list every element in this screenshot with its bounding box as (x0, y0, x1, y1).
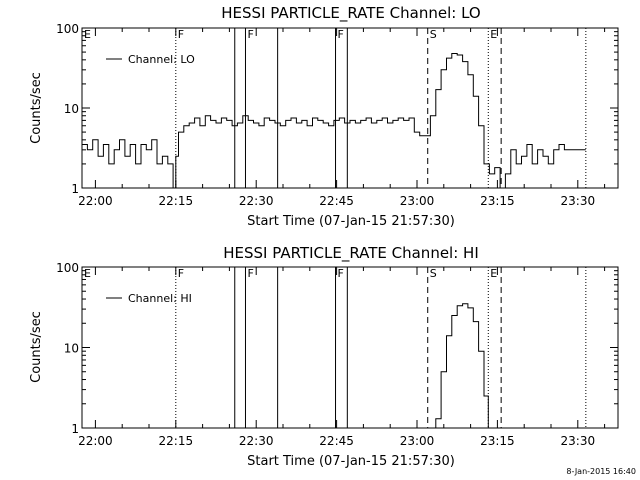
event-marker-label: F (178, 28, 184, 41)
y-axis-label: Counts/sec (29, 72, 44, 144)
event-marker-label: F (247, 28, 253, 41)
x-tick-label: 22:00 (78, 434, 113, 448)
event-marker-label: F (247, 267, 253, 280)
x-tick-label: 23:00 (400, 194, 435, 208)
event-marker-label: F (338, 28, 344, 41)
y-axis-label: Counts/sec (29, 311, 44, 383)
y-axis-ticks: 1 10 100 (56, 261, 618, 436)
event-marker-label: S (430, 267, 437, 280)
series-line-lo (82, 53, 586, 189)
x-tick-label: 22:30 (239, 434, 274, 448)
x-tick-label: 23:30 (561, 434, 596, 448)
x-tick-label: 23:00 (400, 434, 435, 448)
y-tick-label: 100 (56, 22, 79, 36)
event-marker-label: E (84, 267, 91, 280)
event-marker-label: F (178, 267, 184, 280)
y-tick-label: 1 (71, 422, 79, 436)
x-axis-ticks: 22:00 22:15 22:30 22:45 23:00 23:15 23:30 (78, 28, 606, 208)
x-tick-label: 23:15 (480, 434, 515, 448)
y-tick-label: 1 (71, 182, 79, 196)
x-tick-label: 22:15 (159, 194, 194, 208)
x-tick-label: 22:00 (78, 194, 113, 208)
x-tick-label: 23:15 (480, 194, 515, 208)
y-tick-label: 10 (64, 102, 79, 116)
footer-timestamp: 8-Jan-2015 16:40 (566, 467, 636, 476)
plot-frame (81, 266, 619, 429)
event-marker-label: E (84, 28, 91, 41)
chart-panel-hi: HESSI PARTICLE_RATE Channel: HI Counts/s… (29, 244, 619, 469)
x-tick-label: 22:30 (239, 194, 274, 208)
event-marker-label: S (430, 28, 437, 41)
y-tick-label: 100 (56, 261, 79, 275)
plot-frame (81, 27, 619, 189)
x-axis-label: Start Time (07-Jan-15 21:57:30) (247, 454, 455, 469)
y-tick-label: 10 (64, 342, 79, 356)
chart-panel-lo: HESSI PARTICLE_RATE Channel: LO Counts/s… (29, 4, 619, 229)
series-line-hi (433, 303, 489, 429)
x-tick-label: 22:45 (319, 194, 354, 208)
chart-title: HESSI PARTICLE_RATE Channel: HI (223, 244, 479, 263)
x-tick-label: 22:45 (319, 434, 354, 448)
event-marker-label: E (490, 267, 497, 280)
x-tick-label: 22:15 (159, 434, 194, 448)
event-marker-label: E (490, 28, 497, 41)
event-marker-label: F (338, 267, 344, 280)
legend-label: Channel: HI (128, 292, 192, 305)
chart-title: HESSI PARTICLE_RATE Channel: LO (221, 4, 480, 23)
x-axis-label: Start Time (07-Jan-15 21:57:30) (247, 214, 455, 229)
legend-label: Channel: LO (128, 53, 195, 66)
x-axis-ticks: 22:00 22:15 22:30 22:45 23:00 23:15 23:30 (78, 267, 606, 448)
x-tick-label: 23:30 (561, 194, 596, 208)
